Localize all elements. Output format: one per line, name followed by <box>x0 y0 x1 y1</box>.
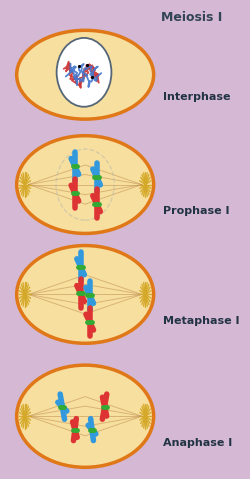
Text: Meiosis I: Meiosis I <box>161 11 222 24</box>
Text: Metaphase I: Metaphase I <box>163 316 239 326</box>
Text: Interphase: Interphase <box>163 92 230 102</box>
Ellipse shape <box>17 246 154 343</box>
Text: Prophase I: Prophase I <box>163 206 229 216</box>
Ellipse shape <box>17 30 154 119</box>
Ellipse shape <box>17 136 154 233</box>
Ellipse shape <box>17 365 154 468</box>
Ellipse shape <box>57 38 112 107</box>
Text: Anaphase I: Anaphase I <box>163 438 232 448</box>
